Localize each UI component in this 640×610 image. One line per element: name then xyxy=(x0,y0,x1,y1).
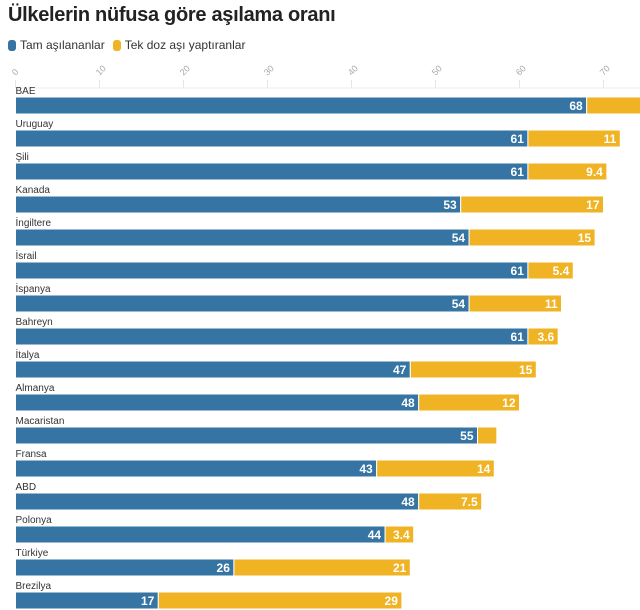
data-label: 17 xyxy=(586,198,600,212)
category-label: Bahreyn xyxy=(16,317,53,328)
bar-single xyxy=(527,261,574,280)
data-label: 15 xyxy=(519,363,533,377)
data-label: 17 xyxy=(141,594,155,608)
data-label: 5.4 xyxy=(553,264,570,278)
bar-full xyxy=(15,591,159,610)
data-label: 47 xyxy=(393,363,407,377)
bar-full xyxy=(15,228,470,247)
bar-full xyxy=(15,525,386,544)
tick-label: 40 xyxy=(346,63,360,77)
tick-label: 20 xyxy=(178,63,192,77)
bar-single xyxy=(586,96,640,115)
data-label: 14 xyxy=(477,462,491,476)
data-label: 54 xyxy=(452,231,466,245)
legend-swatch xyxy=(112,39,121,51)
bar-single xyxy=(460,195,605,214)
data-label: 68 xyxy=(569,99,583,113)
bar-full xyxy=(15,261,529,280)
category-label: Polonya xyxy=(16,515,53,526)
bar-single xyxy=(527,327,559,346)
bar-single xyxy=(418,492,483,511)
category-label: Brezilya xyxy=(16,581,52,592)
bar-single xyxy=(418,393,521,412)
data-label: 43 xyxy=(359,462,373,476)
category-label: Fransa xyxy=(16,449,48,460)
category-label: ABD xyxy=(16,482,37,493)
bar-full xyxy=(15,162,529,181)
data-label: 21 xyxy=(393,561,407,575)
bar-full xyxy=(15,459,378,478)
data-label: 11 xyxy=(545,297,558,311)
tick-label: 50 xyxy=(430,63,444,77)
bar-full xyxy=(15,360,411,379)
data-label: 12 xyxy=(502,396,516,410)
legend-label: Tam aşılananlar xyxy=(20,38,105,52)
category-label: Kanada xyxy=(16,185,51,196)
data-label: 29 xyxy=(385,594,399,608)
tick-label: 30 xyxy=(262,63,276,77)
category-label: Macaristan xyxy=(16,416,65,427)
bar-single xyxy=(157,591,403,610)
data-label: 9.4 xyxy=(586,165,603,179)
bar-full xyxy=(15,558,235,577)
bar-full xyxy=(15,426,478,445)
data-label: 3.6 xyxy=(537,330,554,344)
data-label: 26 xyxy=(217,561,231,575)
category-label: Uruguay xyxy=(16,119,54,130)
bar-single xyxy=(384,525,415,544)
bar-single xyxy=(468,228,596,247)
data-label: 55 xyxy=(460,429,474,443)
category-label: İngiltere xyxy=(16,216,52,229)
bar-full xyxy=(15,129,529,148)
data-label: 61 xyxy=(511,264,525,278)
data-label: 3.4 xyxy=(393,528,410,542)
tick-label: 70 xyxy=(598,63,612,77)
bar-single xyxy=(233,558,411,577)
category-label: Şili xyxy=(16,152,29,163)
tick-label: 60 xyxy=(514,63,528,77)
legend: Tam aşılananlar Tek doz aşı yaptıranlar xyxy=(8,38,245,52)
bar-single xyxy=(376,459,495,478)
data-label: 54 xyxy=(452,297,466,311)
bar-single xyxy=(409,360,537,379)
data-label: 48 xyxy=(401,396,415,410)
category-label: İspanya xyxy=(16,282,51,295)
data-label: 48 xyxy=(401,495,415,509)
chart-title: Ülkelerin nüfusa göre aşılama oranı xyxy=(8,4,336,26)
data-label: 61 xyxy=(511,165,525,179)
bar-full xyxy=(15,327,529,346)
bar-single xyxy=(527,129,621,148)
legend-item-full[interactable]: Tam aşılananlar xyxy=(8,38,105,52)
legend-item-single[interactable]: Tek doz aşı yaptıranlar xyxy=(112,38,246,52)
data-label: 44 xyxy=(368,528,382,542)
bar-full xyxy=(15,492,420,511)
bar-single xyxy=(527,162,608,181)
tick-label: 10 xyxy=(94,63,108,77)
category-label: Türkiye xyxy=(16,548,49,559)
data-label: 61 xyxy=(511,330,525,344)
category-label: BAE xyxy=(16,86,36,97)
category-label: İsrail xyxy=(16,249,37,262)
bar-full xyxy=(15,195,462,214)
data-label: 11 xyxy=(604,132,617,146)
data-label: 15 xyxy=(578,231,592,245)
legend-label: Tek doz aşı yaptıranlar xyxy=(124,38,246,52)
data-label: 53 xyxy=(443,198,457,212)
category-label: İtalya xyxy=(16,348,40,361)
bar-single xyxy=(477,426,498,445)
data-label: 7.5 xyxy=(461,495,478,509)
data-label: 61 xyxy=(511,132,525,146)
tick-label: 0 xyxy=(10,67,21,78)
bar-full xyxy=(15,96,588,115)
bar-single xyxy=(468,294,563,313)
legend-swatch xyxy=(8,39,16,51)
category-label: Almanya xyxy=(16,383,55,394)
bar-full xyxy=(15,294,470,313)
bar-full xyxy=(15,393,420,412)
